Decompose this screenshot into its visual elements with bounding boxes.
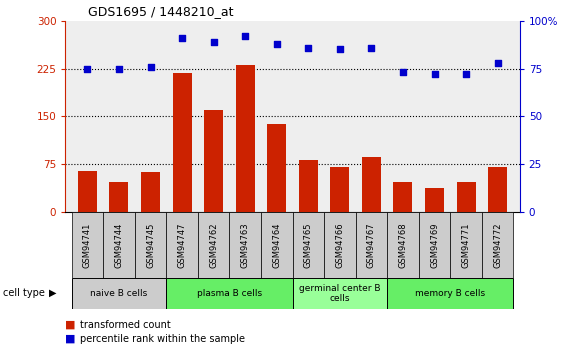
Text: GSM94771: GSM94771 (462, 222, 470, 268)
Point (335, 47, 344, 52)
Text: plasma B cells: plasma B cells (197, 289, 262, 298)
Bar (198, 212, 229, 278)
Bar (356, 212, 387, 278)
Bar (236, 66, 254, 212)
Point (272, 41, 281, 47)
Bar (261, 212, 293, 278)
Bar (72, 278, 166, 309)
Point (83, 66, 92, 71)
Bar (268, 124, 286, 212)
Point (304, 45, 313, 50)
Bar (488, 168, 507, 212)
Text: GSM94765: GSM94765 (304, 222, 313, 268)
Text: GSM94767: GSM94767 (367, 222, 376, 268)
Point (367, 45, 376, 50)
Point (146, 64, 155, 69)
Point (209, 39, 218, 45)
Bar (173, 73, 191, 212)
Bar (482, 212, 513, 278)
Text: GSM94763: GSM94763 (241, 222, 250, 268)
Bar (387, 278, 513, 309)
Text: ■: ■ (65, 334, 76, 344)
Bar (110, 182, 128, 212)
Text: GSM94764: GSM94764 (272, 222, 281, 268)
Bar (229, 212, 261, 278)
Text: GSM94769: GSM94769 (430, 222, 439, 268)
Bar (457, 182, 475, 212)
Bar (450, 212, 482, 278)
Text: GSM94744: GSM94744 (115, 222, 123, 268)
Text: GSM94741: GSM94741 (83, 222, 92, 268)
Bar (293, 212, 324, 278)
Text: percentile rank within the sample: percentile rank within the sample (80, 334, 244, 344)
Point (178, 35, 187, 41)
Bar (72, 212, 103, 278)
Text: GSM94747: GSM94747 (178, 222, 186, 268)
Bar (394, 182, 412, 212)
Bar (78, 171, 97, 212)
Text: cell type: cell type (3, 288, 45, 298)
Text: transformed count: transformed count (80, 320, 170, 330)
Bar (419, 212, 450, 278)
Text: ■: ■ (65, 320, 76, 330)
Bar (324, 212, 356, 278)
Text: GSM94766: GSM94766 (335, 222, 344, 268)
Bar (204, 110, 223, 212)
Point (241, 33, 250, 39)
Bar (166, 278, 293, 309)
Bar (166, 212, 198, 278)
Point (398, 70, 407, 75)
Text: ▶: ▶ (49, 288, 57, 298)
Bar (331, 168, 349, 212)
Bar (425, 188, 444, 212)
Text: GSM94762: GSM94762 (209, 222, 218, 268)
Text: memory B cells: memory B cells (415, 289, 486, 298)
Bar (299, 160, 318, 212)
Text: GSM94772: GSM94772 (493, 222, 502, 268)
Point (493, 60, 502, 66)
Point (462, 71, 471, 77)
Bar (362, 157, 381, 212)
Text: naive B cells: naive B cells (90, 289, 148, 298)
Bar (103, 212, 135, 278)
Bar (135, 212, 166, 278)
Text: GDS1695 / 1448210_at: GDS1695 / 1448210_at (88, 5, 233, 18)
Text: GSM94768: GSM94768 (399, 222, 407, 268)
Point (430, 71, 439, 77)
Point (114, 66, 123, 71)
Bar (387, 212, 419, 278)
Text: GSM94745: GSM94745 (146, 222, 155, 268)
Bar (293, 278, 387, 309)
Text: germinal center B
cells: germinal center B cells (299, 284, 381, 303)
Bar (141, 172, 160, 212)
